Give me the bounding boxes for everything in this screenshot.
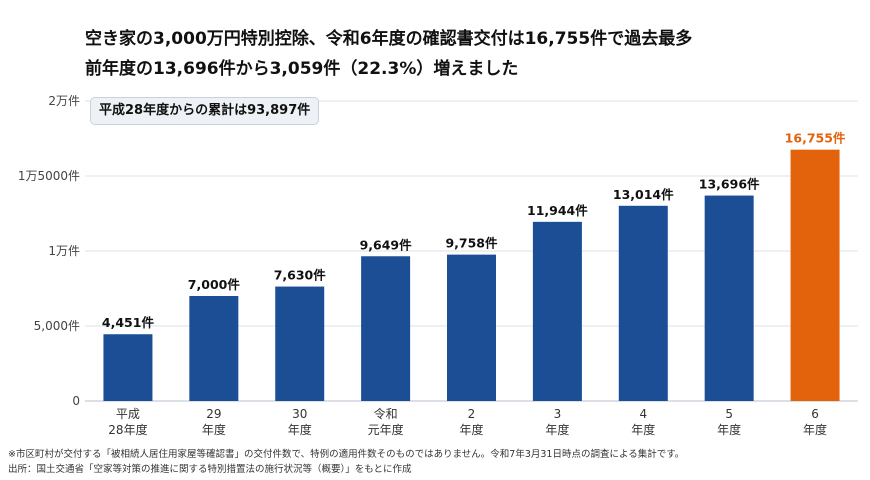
bar [189, 296, 239, 401]
x-tick-label: 年度 [545, 422, 569, 437]
x-tick-label: 29 [206, 407, 221, 421]
x-tick-label: 28年度 [108, 422, 147, 437]
data-label: 13,014件 [613, 187, 674, 202]
x-tick-label: 3 [554, 407, 562, 421]
x-tick-label: 2 [468, 407, 476, 421]
x-tick-label: 5 [725, 407, 733, 421]
data-label: 11,944件 [527, 203, 588, 218]
x-tick-label: 年度 [288, 422, 312, 437]
x-tick-label: 年度 [631, 422, 655, 437]
chart-title: 空き家の3,000万円特別控除、令和6年度の確認書交付は16,755件で過去最多 [85, 29, 693, 49]
bar [790, 149, 840, 401]
y-tick-label: 2万件 [48, 94, 80, 108]
y-tick-label: 0 [72, 394, 80, 408]
x-tick-label: 6 [811, 407, 819, 421]
bar [532, 221, 582, 401]
y-tick-label: 1万5000件 [18, 169, 80, 183]
bar [447, 254, 496, 401]
x-tick-label: 4 [639, 407, 647, 421]
data-label: 9,649件 [360, 237, 413, 252]
x-tick-label: 年度 [803, 422, 827, 437]
data-label: 13,696件 [699, 177, 760, 192]
data-label: 7,630件 [274, 268, 327, 283]
bar [361, 256, 411, 401]
bar [275, 286, 325, 401]
x-tick-label: 年度 [459, 422, 483, 437]
x-tick-label: 年度 [717, 422, 741, 437]
x-tick-label: 平成 [116, 407, 140, 421]
data-label: 4,451件 [102, 315, 155, 330]
data-label: 9,758件 [445, 236, 498, 251]
y-tick-label: 5,000件 [34, 319, 80, 333]
data-label: 7,000件 [188, 277, 241, 292]
bar [704, 195, 754, 401]
chart-subtitle: 前年度の13,696件から3,059件（22.3%）増えました [85, 59, 519, 79]
cumulative-callout: 平成28年度からの累計は93,897件 [90, 97, 320, 125]
x-tick-label: 30 [292, 407, 307, 421]
y-tick-label: 1万件 [48, 244, 80, 258]
bar [618, 205, 668, 401]
data-label: 16,755件 [785, 131, 846, 146]
footnote: ※市区町村が交付する「被相続人居住用家屋等確認書」の交付件数で、特例の適用件数そ… [8, 449, 685, 460]
x-tick-label: 年度 [202, 422, 226, 437]
source-note: 出所：国土交通省「空家等対策の推進に関する特別措置法の施行状況等（概要）」をもと… [8, 464, 412, 475]
x-tick-label: 元年度 [368, 422, 404, 437]
x-tick-label: 令和 [374, 406, 398, 421]
bar [103, 334, 153, 401]
